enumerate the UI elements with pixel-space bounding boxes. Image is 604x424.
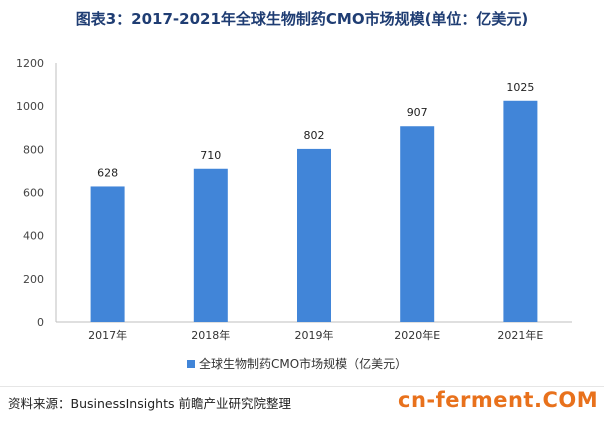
y-axis-ticks: 0 200 400 600 800 1000 1200 [16, 57, 44, 329]
data-labels-group: 628 710 802 907 1025 [97, 81, 534, 180]
x-category-label: 2020年E [394, 328, 440, 342]
data-label: 628 [97, 166, 118, 179]
legend: 全球生物制药CMO市场规模（亿美元） [187, 356, 407, 371]
y-tick-label: 1200 [16, 57, 44, 70]
y-tick-label: 0 [37, 316, 44, 329]
site-watermark: cn-ferment.COM [398, 388, 599, 412]
y-tick-label: 1000 [16, 100, 44, 113]
data-label: 1025 [506, 81, 534, 94]
footer-divider [0, 386, 604, 387]
bars-group [90, 100, 538, 322]
bar [503, 100, 538, 322]
x-category-label: 2019年 [295, 328, 334, 342]
y-tick-label: 200 [23, 273, 44, 286]
legend-label: 全球生物制药CMO市场规模（亿美元） [199, 356, 407, 371]
data-label: 710 [200, 149, 221, 162]
bar [90, 186, 125, 322]
x-category-label: 2018年 [191, 328, 230, 342]
bar [193, 168, 228, 322]
x-category-label: 2017年 [88, 328, 127, 342]
legend-swatch [187, 360, 195, 368]
source-note: 资料来源：BusinessInsights 前瞻产业研究院整理 [8, 396, 291, 411]
y-tick-label: 600 [23, 187, 44, 200]
bar [400, 126, 435, 322]
y-tick-label: 800 [23, 143, 44, 156]
data-label: 802 [304, 129, 325, 142]
x-axis-categories: 2017年 2018年 2019年 2020年E 2021年E [88, 328, 543, 342]
x-category-label: 2021年E [497, 328, 543, 342]
chart-title: 图表3：2017-2021年全球生物制药CMO市场规模(单位：亿美元) [75, 10, 529, 28]
data-label: 907 [407, 106, 428, 119]
bar [297, 148, 331, 322]
y-tick-label: 400 [23, 230, 44, 243]
